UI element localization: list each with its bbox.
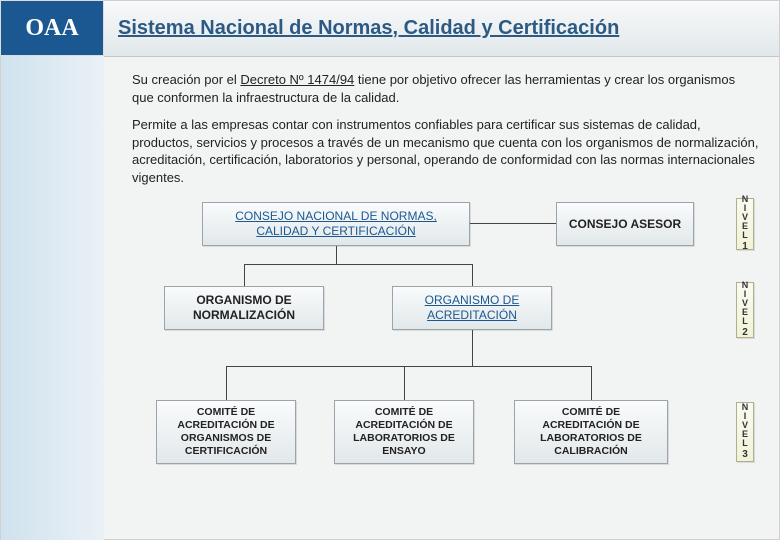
node-comite-calibracion: COMITÉ DE ACREDITACIÓN DE LABORATORIOS D… (514, 400, 668, 464)
connector (472, 330, 473, 366)
left-column: OAA (0, 0, 104, 540)
level-badge-1: NIVEL 1 (736, 198, 754, 250)
para1-text-a: Su creación por el (132, 72, 240, 87)
connector (244, 264, 245, 286)
level-2-num: 2 (742, 328, 748, 338)
level-badge-2: NIVEL 2 (736, 282, 754, 338)
node-comite-certificacion: COMITÉ DE ACREDITACIÓN DE ORGANISMOS DE … (156, 400, 296, 464)
logo: OAA (0, 0, 104, 56)
connector (336, 246, 337, 264)
connector (472, 264, 473, 286)
paragraph-1: Su creación por el Decreto Nº 1474/94 ti… (132, 71, 760, 106)
slide: OAA Sistema Nacional de Normas, Calidad … (0, 0, 780, 540)
connector (404, 366, 405, 400)
level-badge-3: NIVEL 3 (736, 402, 754, 462)
connector (470, 223, 556, 224)
page-title: Sistema Nacional de Normas, Calidad y Ce… (104, 1, 779, 57)
node-consejo-asesor: CONSEJO ASESOR (556, 202, 694, 246)
content-area: Su creación por el Decreto Nº 1474/94 ti… (104, 57, 779, 539)
right-column: Sistema Nacional de Normas, Calidad y Ce… (104, 0, 780, 540)
connector (591, 366, 592, 400)
decree-link[interactable]: Decreto Nº 1474/94 (240, 72, 354, 87)
connector (244, 264, 472, 265)
connector (226, 366, 227, 400)
node-consejo-nacional[interactable]: CONSEJO NACIONAL DE NORMAS, CALIDAD Y CE… (202, 202, 470, 246)
org-chart: CONSEJO NACIONAL DE NORMAS, CALIDAD Y CE… (132, 196, 763, 496)
node-comite-ensayo: COMITÉ DE ACREDITACIÓN DE LABORATORIOS D… (334, 400, 474, 464)
level-3-num: 3 (742, 450, 748, 460)
connector (226, 366, 591, 367)
paragraph-2: Permite a las empresas contar con instru… (132, 116, 760, 186)
node-organismo-normalizacion: ORGANISMO DE NORMALIZACIÓN (164, 286, 324, 330)
left-decorative-panel (0, 56, 104, 540)
level-1-num: 1 (742, 242, 748, 252)
node-organismo-acreditacion[interactable]: ORGANISMO DE ACREDITACIÓN (392, 286, 552, 330)
